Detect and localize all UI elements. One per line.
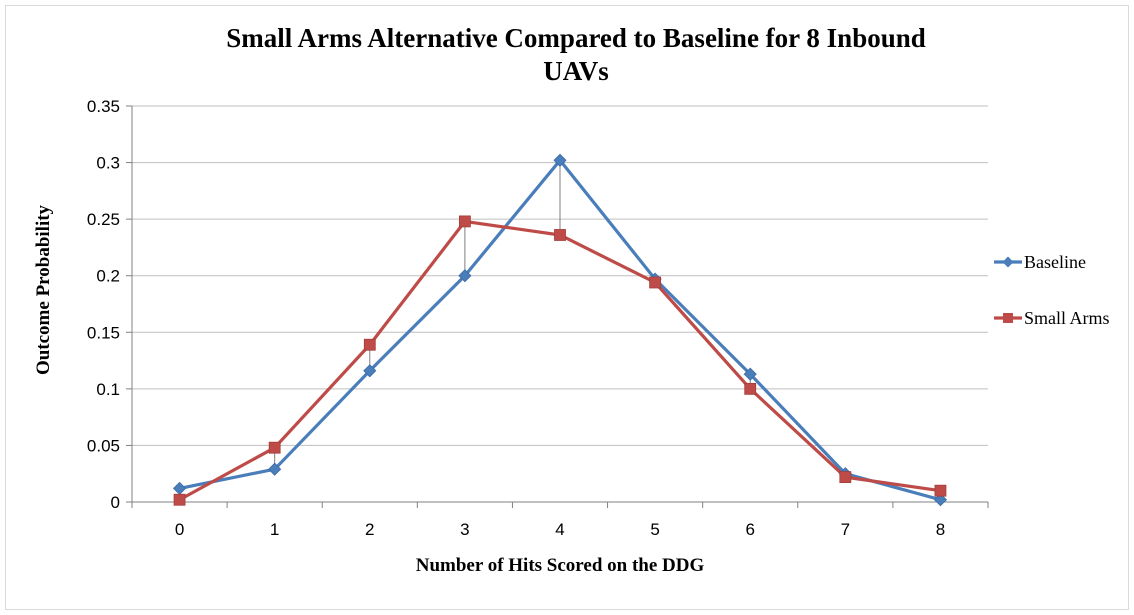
x-tick-labels: 0 1 2 3 4 5 6 7 8 [175, 520, 945, 539]
series [172, 153, 948, 507]
x-tick-label: 1 [270, 520, 279, 539]
y-tick-label: 0 [111, 493, 120, 512]
baseline-point [933, 493, 948, 507]
small-arms-point [173, 493, 186, 506]
x-tick-label: 3 [460, 520, 469, 539]
small-arms-point [649, 276, 662, 289]
x-tick-label: 6 [745, 520, 754, 539]
chart-title-line-1: Small Arms Alternative Compared to Basel… [226, 23, 926, 53]
x-tick-label: 0 [175, 520, 184, 539]
small-arms-line [178, 219, 941, 502]
y-tick-label: 0.1 [96, 380, 120, 399]
y-tick-label: 0.2 [96, 267, 120, 286]
baseline-point [743, 367, 757, 381]
baseline-point [172, 481, 187, 495]
small-arms-point [744, 382, 757, 395]
legend-marker-small-arms [1003, 313, 1013, 323]
x-tick-label: 4 [555, 520, 564, 539]
baseline-point [363, 364, 377, 378]
legend: Baseline Small Arms [994, 252, 1110, 328]
small-arms-point [363, 338, 376, 351]
x-tick-label: 5 [650, 520, 659, 539]
small-arms-point [839, 471, 852, 484]
small-arms-point [458, 215, 471, 228]
chart-title-line-2: UAVs [543, 56, 609, 86]
y-tick-label: 0.35 [87, 97, 120, 116]
y-tick-labels: 0 0.05 0.1 0.15 0.2 0.25 0.3 0.35 [87, 97, 120, 512]
x-tick-label: 7 [841, 520, 850, 539]
y-tick-label: 0.3 [96, 154, 120, 173]
legend-marker-baseline [1002, 256, 1014, 268]
baseline-point [268, 462, 282, 476]
small-arms-point [554, 229, 566, 241]
x-tick-label: 2 [365, 520, 374, 539]
baseline-point [458, 269, 472, 283]
y-tick-label: 0.25 [87, 210, 120, 229]
y-axis-title: Outcome Probability [33, 204, 54, 375]
small-arms-point [268, 441, 281, 454]
x-axis-title: Number of Hits Scored on the DDG [416, 555, 705, 576]
y-tick-label: 0.05 [87, 436, 120, 455]
baseline-point [553, 153, 567, 167]
small-arms-point [934, 484, 947, 497]
axes [126, 105, 989, 508]
y-tick-label: 0.15 [87, 323, 120, 342]
legend-label-small-arms: Small Arms [1024, 308, 1110, 328]
legend-label-baseline: Baseline [1024, 252, 1086, 272]
x-tick-label: 8 [936, 520, 945, 539]
